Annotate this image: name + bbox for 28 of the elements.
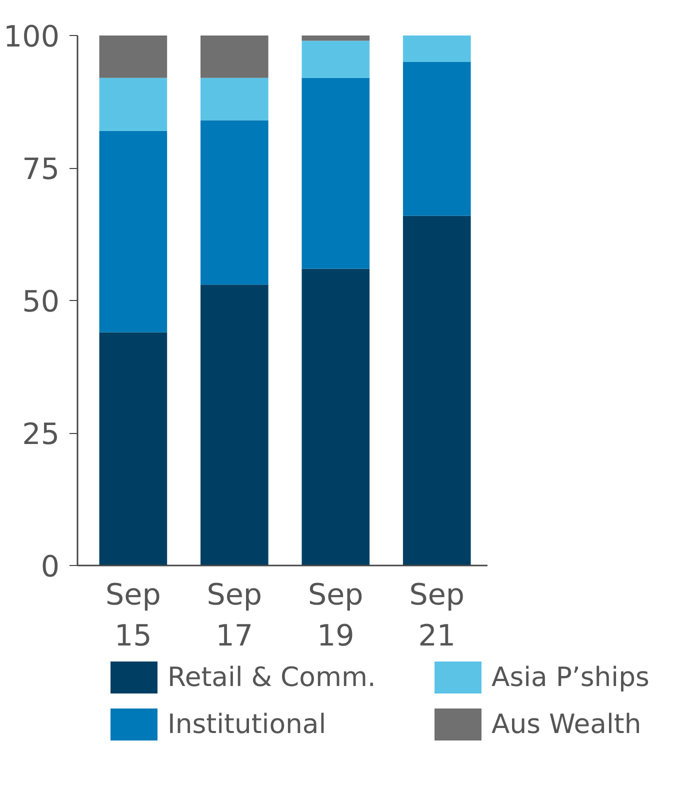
bar	[302, 268, 370, 566]
legend-label: Retail & Comm.	[168, 662, 376, 693]
bar	[200, 284, 268, 566]
x-tick-label: Sep 15	[106, 578, 161, 652]
x-tick-label: Sep 21	[409, 578, 465, 652]
y-tick-label: 100	[4, 20, 60, 54]
y-tick-label: 0	[40, 550, 60, 584]
bar	[99, 36, 168, 78]
bar	[402, 62, 471, 216]
bar	[302, 40, 370, 78]
x-tick-label: Sep 19	[308, 578, 364, 652]
x-tick-label: Sep 17	[206, 578, 262, 652]
legend-label: Institutional	[168, 709, 326, 740]
legend-label: Aus Wealth	[492, 709, 642, 740]
bar	[200, 36, 268, 78]
y-tick-label: 25	[22, 417, 60, 451]
bar	[402, 216, 471, 566]
bar	[99, 78, 168, 131]
bar	[200, 120, 268, 285]
bar	[99, 130, 168, 332]
bar	[302, 78, 370, 269]
y-tick-label: 75	[22, 152, 60, 186]
y-tick-label: 50	[22, 284, 60, 318]
bar	[402, 36, 471, 62]
bar	[302, 36, 370, 41]
bar	[99, 332, 168, 566]
legend-label: Asia P’ships	[492, 662, 650, 693]
bar	[200, 78, 268, 120]
